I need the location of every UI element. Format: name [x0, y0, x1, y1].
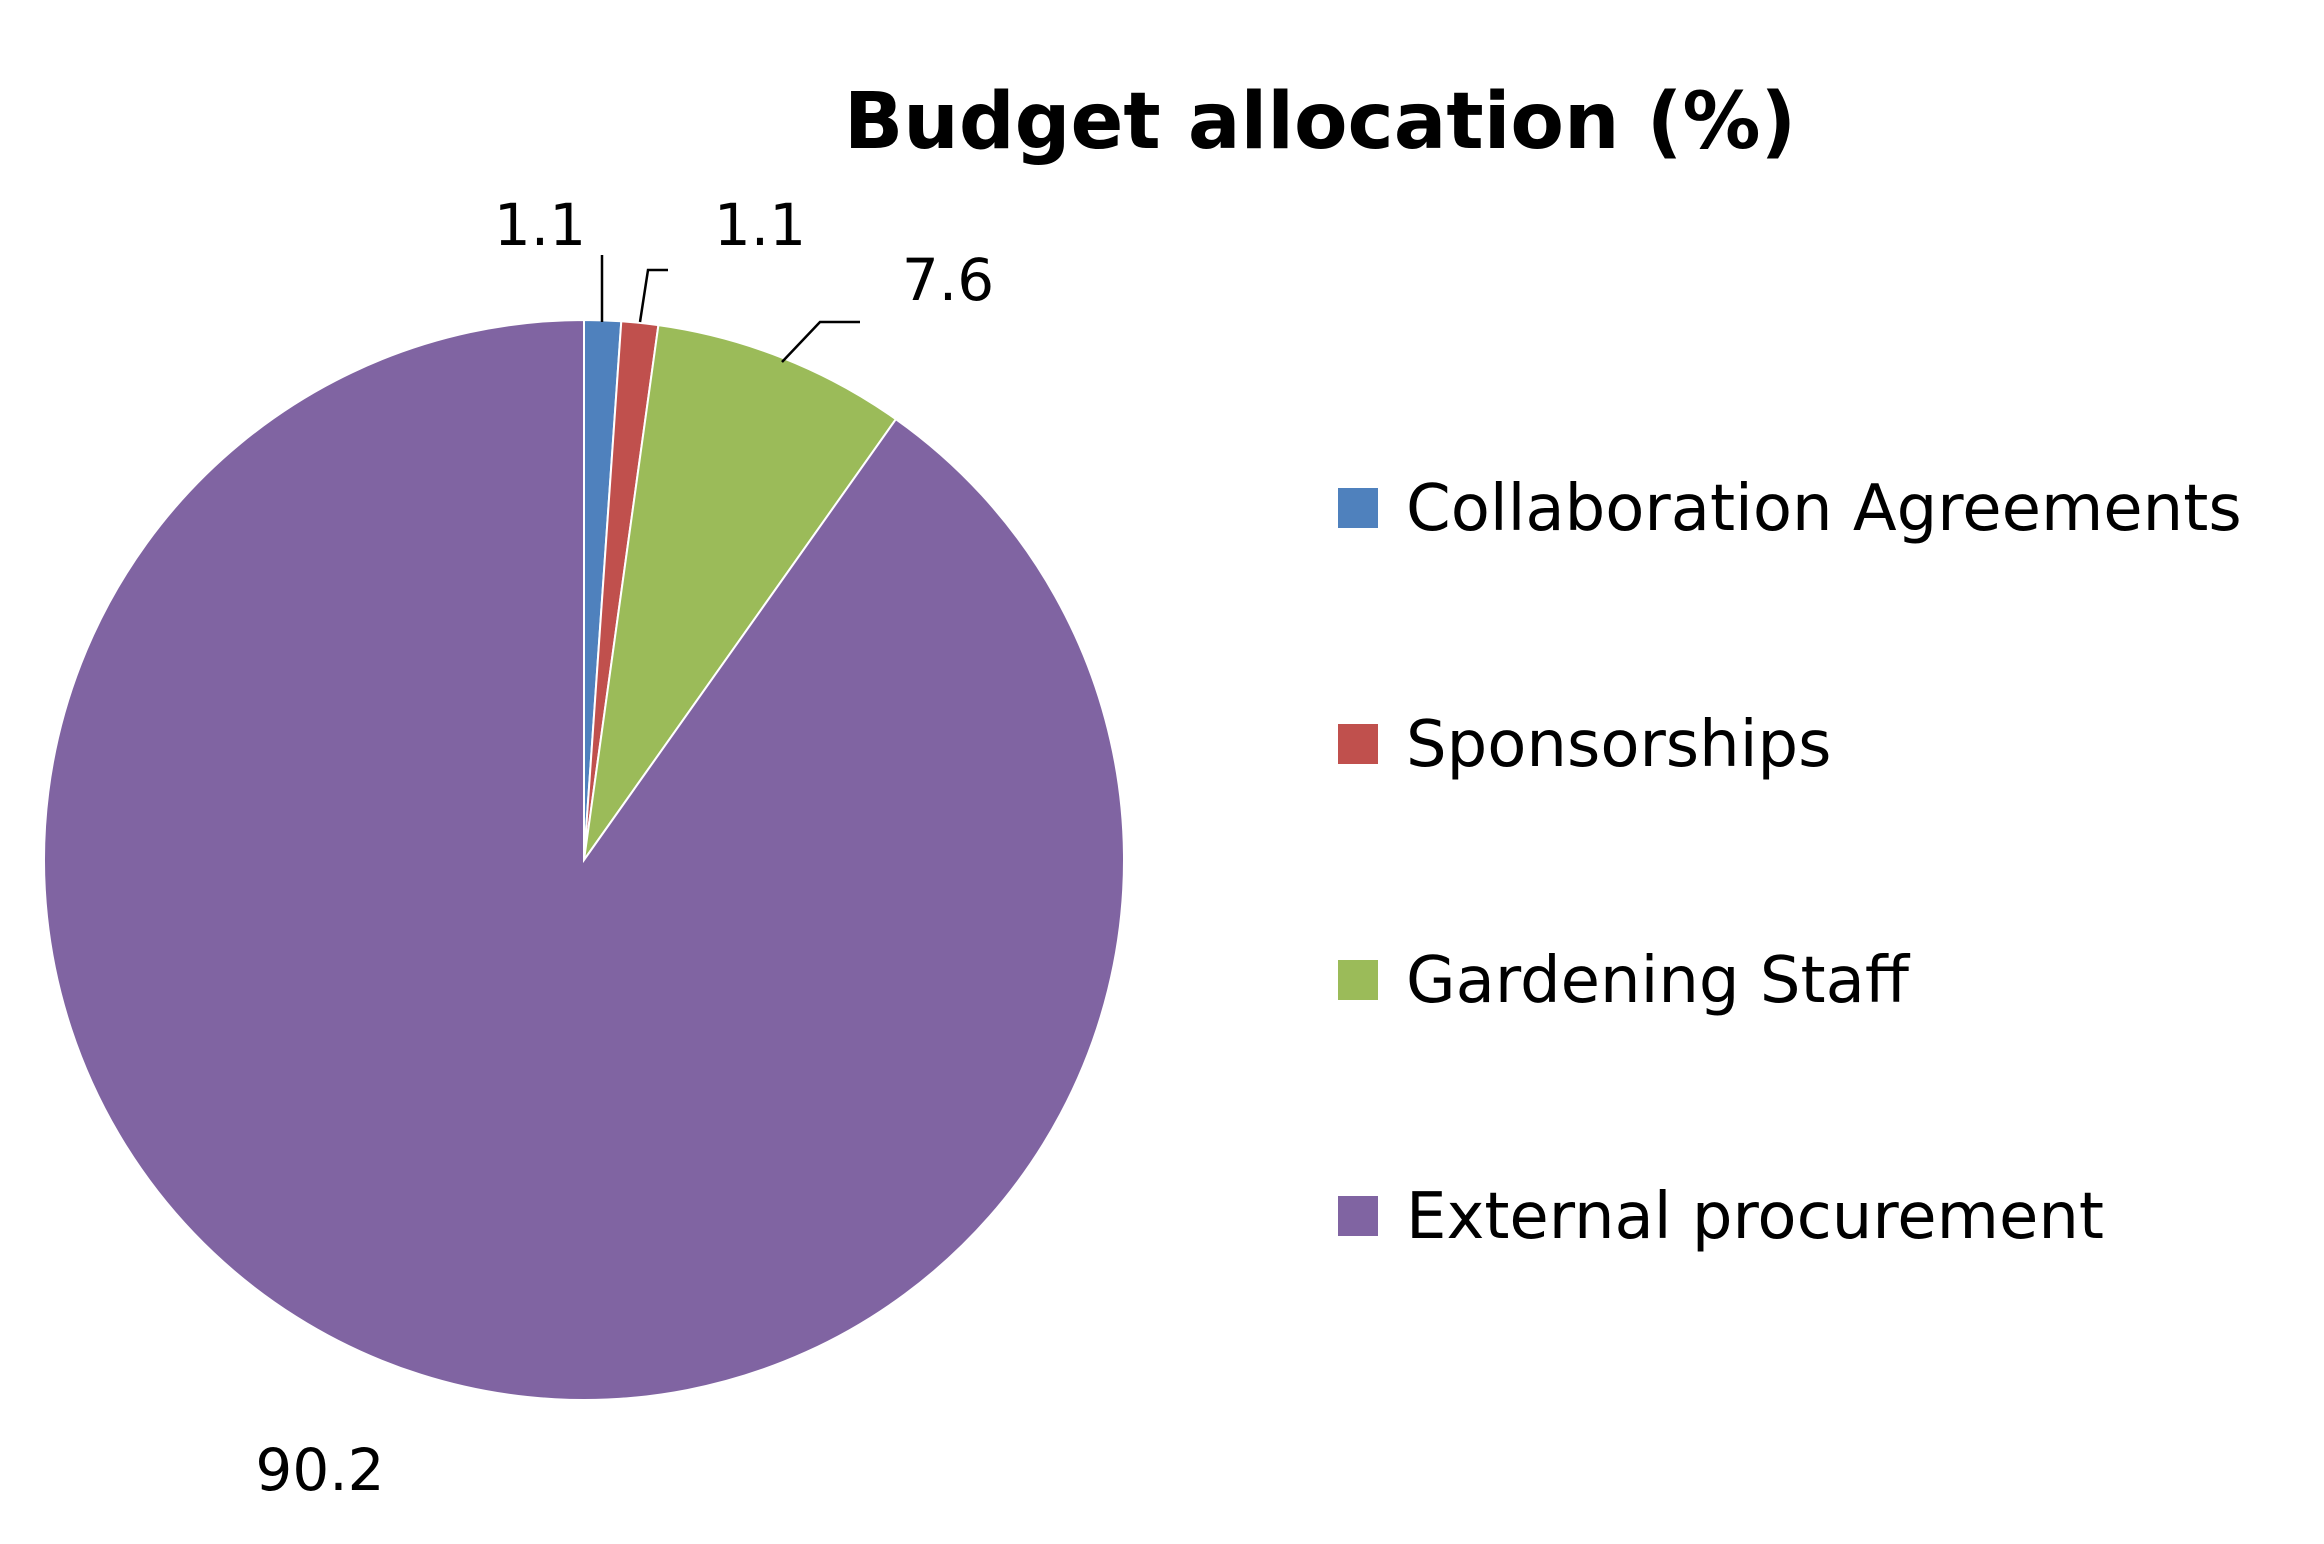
- legend-swatch-collaboration-agreements: [1338, 488, 1378, 528]
- data-label-collaboration-agreements: 1.1: [494, 191, 586, 259]
- data-labels: 1.1 1.1 7.6 90.2: [255, 191, 994, 1504]
- pie-slices: [43, 318, 1125, 1401]
- legend-label-collaboration-agreements: Collaboration Agreements: [1406, 472, 2242, 546]
- legend-label-gardening-staff: Gardening Staff: [1406, 944, 1911, 1018]
- pie-slice-gardening-staff: [583, 324, 898, 861]
- chart-title: Budget allocation (%): [844, 77, 1796, 167]
- data-label-gardening-staff: 7.6: [902, 246, 994, 314]
- legend-swatch-gardening-staff: [1338, 960, 1378, 1000]
- data-label-external-procurement: 90.2: [255, 1436, 384, 1504]
- legend-label-sponsorships: Sponsorships: [1406, 708, 1831, 782]
- pie-slice-external-procurement: [43, 318, 1125, 1401]
- legend: Collaboration Agreements Sponsorships Gard…: [1338, 472, 2242, 1254]
- legend-label-external-procurement: External procurement: [1406, 1180, 2104, 1254]
- data-label-sponsorships: 1.1: [714, 191, 806, 259]
- legend-swatch-external-procurement: [1338, 1196, 1378, 1236]
- leader-line-sponsorships: [638, 268, 668, 323]
- legend-swatch-sponsorships: [1338, 724, 1378, 764]
- leader-lines: [600, 255, 860, 363]
- leader-line-gardening-staff: [781, 320, 860, 363]
